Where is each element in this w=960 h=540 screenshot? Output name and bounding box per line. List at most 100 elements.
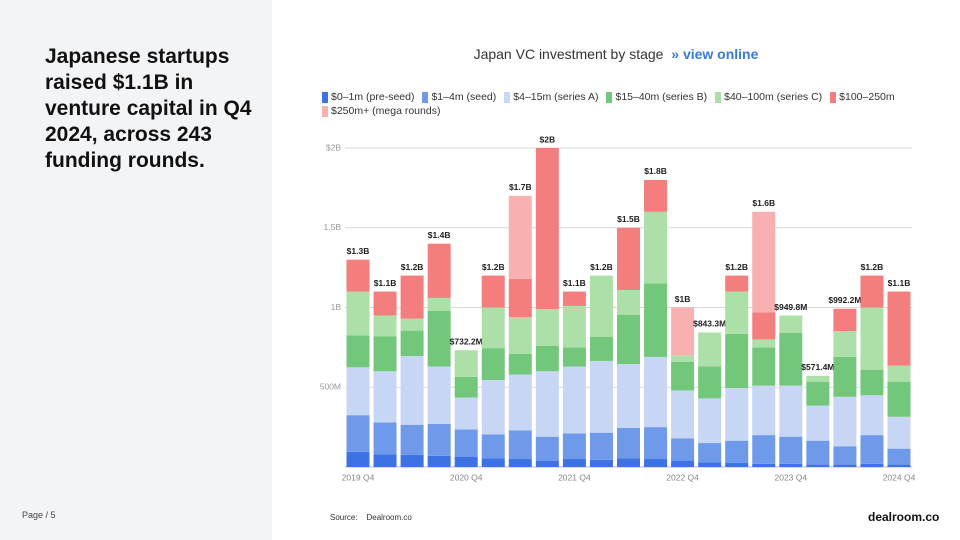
bar-segment <box>887 464 911 467</box>
y-tick-label: 1.5B <box>324 222 342 232</box>
bar-segment <box>887 291 911 366</box>
bar-segment <box>671 355 695 362</box>
bar-segment <box>562 459 586 467</box>
bar-segment <box>400 356 424 425</box>
logo: dealroom.co <box>868 510 940 524</box>
bar-segment <box>562 433 586 460</box>
bar-segment <box>698 462 722 467</box>
total-label: $949.8M <box>774 302 807 312</box>
bar-segment <box>698 332 722 367</box>
legend-swatch <box>606 91 613 103</box>
bar-segment <box>400 455 424 467</box>
bar-segment <box>887 365 911 382</box>
bar-segment <box>346 335 370 368</box>
bar-segment <box>373 454 397 467</box>
legend-item: $250m+ (mega rounds) <box>322 105 440 117</box>
legend-swatch <box>322 91 328 103</box>
bar-segment <box>779 385 803 437</box>
x-tick-label: 2019 Q4 <box>342 472 375 482</box>
bar-segment <box>400 424 424 456</box>
total-label: $1.7B <box>509 182 532 192</box>
total-label: $1.2B <box>725 262 748 272</box>
bar-segment <box>806 381 830 406</box>
bar-segment <box>725 291 749 334</box>
view-online-link[interactable]: view online <box>682 46 759 62</box>
legend-label: $100–250m <box>839 91 895 103</box>
bar-segment <box>617 364 640 428</box>
bar-segment <box>860 463 884 467</box>
source: Source: Dealroom.co <box>330 513 412 522</box>
total-label: $1.6B <box>752 198 775 208</box>
bar-segment <box>779 436 803 464</box>
bar-segment <box>427 297 451 311</box>
total-label: $1.2B <box>482 262 505 272</box>
legend-label: $15–40m (series B) <box>615 91 708 103</box>
total-label: $1.5B <box>617 214 640 224</box>
bar-segment <box>481 380 505 435</box>
total-label: $1.2B <box>401 262 424 272</box>
bar-segment <box>644 179 668 212</box>
bar-segment <box>806 464 830 467</box>
bar-segment <box>833 356 857 397</box>
bar-segment <box>346 415 370 452</box>
x-tick-label: 2021 Q4 <box>558 472 591 482</box>
x-tick-label: 2024 Q4 <box>883 472 916 482</box>
y-tick-label: $2B <box>326 142 341 152</box>
bar-segment <box>725 388 749 441</box>
bar-segment <box>752 339 776 348</box>
bar-segment <box>860 435 884 464</box>
bar-segment <box>373 291 397 316</box>
bar-segment <box>508 353 532 375</box>
total-label: $1.1B <box>374 278 397 288</box>
bar-segment <box>860 275 884 308</box>
y-tick-label: 500M <box>320 382 341 392</box>
bar-segment <box>562 305 586 348</box>
x-tick-label: 2023 Q4 <box>774 472 807 482</box>
bar-segment <box>833 308 857 332</box>
total-label: $1.3B <box>347 246 370 256</box>
total-label: $1.2B <box>590 262 613 272</box>
legend-label: $4–15m (series A) <box>513 91 599 103</box>
legend-item: $0–1m (pre-seed) <box>322 91 414 103</box>
bar-segment <box>671 438 695 461</box>
total-label: $843.3M <box>693 319 726 329</box>
bar-segment <box>887 381 911 417</box>
bar-segment <box>454 376 478 398</box>
bar-segment <box>617 458 640 467</box>
legend-swatch <box>322 105 328 117</box>
legend-swatch <box>830 91 837 103</box>
chart-title-row: Japan VC investment by stage » view onli… <box>0 46 960 62</box>
total-label: $571.4M <box>801 362 834 372</box>
bar-segment <box>752 385 776 436</box>
bar-segment <box>806 440 830 465</box>
bar-segment <box>887 448 911 465</box>
bar-segment <box>400 275 424 319</box>
bar-segment <box>725 333 749 389</box>
bar-segment <box>698 443 722 463</box>
bar-segment <box>400 318 424 331</box>
legend-item: $1–4m (seed) <box>422 91 496 103</box>
headline: Japanese startups raised $1.1B in ventur… <box>45 45 252 172</box>
bar-segment <box>752 435 776 464</box>
total-label: $1.2B <box>861 262 884 272</box>
bar-segment <box>346 451 370 467</box>
legend-label: $250m+ (mega rounds) <box>331 105 441 117</box>
side-panel <box>0 0 272 540</box>
bar-segment <box>860 395 884 436</box>
bar-segment <box>454 456 478 467</box>
bar-segment <box>535 460 559 467</box>
bar-segment <box>698 398 722 444</box>
bar-segment <box>373 422 397 455</box>
bar-segment <box>860 307 884 370</box>
legend-label: $40–100m (series C) <box>724 91 823 103</box>
bar-segment <box>752 347 776 386</box>
bar-segment <box>617 427 640 459</box>
total-label: $1.1B <box>888 278 911 288</box>
bar-segment <box>481 458 505 467</box>
total-label: $1.1B <box>563 278 586 288</box>
bar-segment <box>346 259 370 292</box>
legend: $0–1m (pre-seed) $1–4m (seed) $4–15m (seri… <box>322 91 922 117</box>
bar-segment <box>508 430 532 460</box>
bar-segment <box>454 397 478 430</box>
